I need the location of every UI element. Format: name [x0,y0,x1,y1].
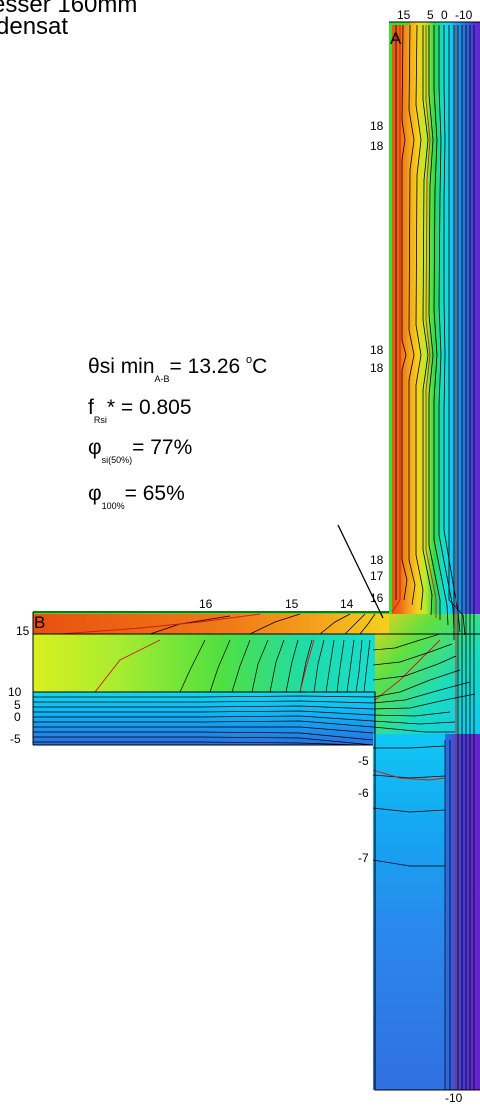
wall-label: 18 [370,553,384,567]
phi50-subscript: si(50%) [101,455,133,465]
wall-label: 18 [370,139,384,153]
theta-annotation: θsi minA-B= 13.26 oC [88,354,268,384]
below-label: -7 [358,851,369,865]
slab-left-label: 0 [14,710,21,724]
pointer-line [337,524,384,619]
wall-label: 17 [370,569,384,583]
top-tick-minus10: -10 [455,8,473,22]
below-label: -5 [358,754,369,768]
frsi-label: f [88,396,94,419]
slab-middle-isotherms-red [94,639,441,701]
top-tick-0: 0 [441,8,448,22]
wall-label: 18 [370,361,384,375]
top-tick-15: 15 [397,8,411,22]
slab-left-label: 10 [8,685,22,699]
phi100-value: = 65% [124,482,185,505]
title-line-2: densat [0,13,69,40]
slab-top-layer [33,612,389,634]
wall-label: 18 [370,343,384,357]
wall-section [389,22,480,636]
wall-isotherms [395,24,475,1090]
slab-top-isotherms-red [59,613,261,635]
theta-label: si min [99,355,155,378]
frsi-subscript: Rsi [93,415,107,425]
slab-left-label: 15 [16,624,30,638]
slab-lower-layer [33,692,375,745]
frsi-value: * = 0.805 [106,396,192,419]
junction-region [373,614,480,734]
slab-top-label: 16 [199,597,213,611]
bottom-tick-minus10: -10 [445,1091,463,1105]
slab-left-label: 5 [14,698,21,712]
wall-label: 18 [370,119,384,133]
geometry-outline [32,21,480,1091]
phi100-subscript: 100% [101,501,125,511]
slab-top-label: 15 [285,597,299,611]
phi50-annotation: φsi(50%)= 77% [88,436,193,465]
phi50-value: = 77% [132,436,193,459]
below-isotherms-red [372,769,446,781]
frsi-annotation: fRsi* = 0.805 [88,396,192,425]
slab-top-label: 14 [340,597,354,611]
wall-inner-edge [389,22,392,614]
below-isotherms [372,740,451,1090]
wall-isotherms-red [391,25,457,1090]
phi100-annotation: φ100%= 65% [88,482,185,511]
slab-lower-isotherms [33,669,476,746]
wall-top-edge [389,22,410,25]
theta-subscript: A-B [154,374,170,384]
phi50-symbol: φ [88,436,102,459]
phi100-symbol: φ [88,482,102,505]
slab-left-label: -5 [10,732,21,746]
theta-value: = 13.26 [169,355,241,378]
top-tick-5: 5 [427,8,434,22]
lower-wall-section [373,734,445,1090]
wall-label: 16 [370,591,384,605]
title-line-1: esser 160mm [0,0,138,18]
junction-isotherms [372,633,457,681]
below-label: -6 [358,786,369,800]
corner-label-a: A [390,29,402,48]
theta-symbol: θ [88,355,100,378]
theta-unit: C [252,355,268,378]
theta-degree: o [246,354,253,366]
corner-label-b: B [34,613,46,632]
slab-middle-isotherms [179,639,371,693]
